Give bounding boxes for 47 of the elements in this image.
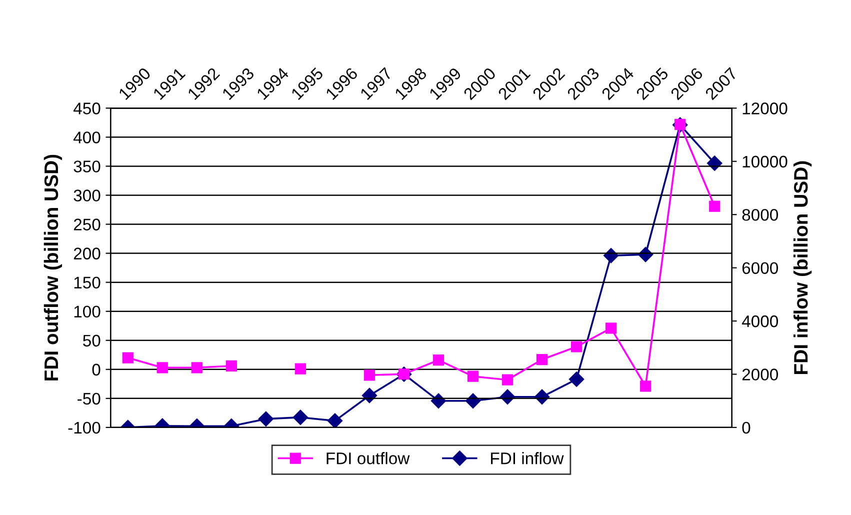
point — [292, 410, 308, 425]
point — [432, 354, 444, 366]
y-tick-label: 150 — [74, 276, 100, 289]
y2-tick-label: 0 — [742, 422, 750, 434]
y-tick-label: 200 — [74, 248, 100, 260]
point — [465, 393, 481, 408]
y2-tick-label: 6000 — [742, 262, 778, 274]
y2-tick-label: 2000 — [742, 368, 778, 380]
y-tick-label: 50 — [83, 334, 100, 347]
y-tick-label: 450 — [73, 102, 100, 114]
y-tick-label: 400 — [73, 132, 100, 144]
point — [294, 363, 306, 374]
point — [570, 341, 582, 352]
y-tick-label: 350 — [74, 160, 100, 172]
point — [362, 388, 378, 404]
point — [707, 156, 722, 171]
point — [226, 360, 237, 372]
point — [364, 370, 376, 381]
y2-tick-label: 4000 — [742, 315, 778, 328]
y2-tick-label: 12000 — [742, 102, 788, 114]
point — [500, 389, 516, 404]
y-axis-title: FDI outflow (billion USD) — [44, 154, 62, 380]
point — [606, 322, 617, 334]
point — [534, 389, 550, 404]
point — [536, 354, 548, 366]
point — [122, 352, 134, 364]
y-tick-label: 0 — [92, 364, 100, 376]
point — [709, 200, 720, 212]
point — [568, 372, 584, 387]
y2-tick-label: 8000 — [742, 208, 778, 221]
point — [640, 380, 652, 392]
legend-label: FDI inflow — [491, 452, 564, 464]
point — [327, 413, 343, 428]
legend-label: FDI outflow — [326, 452, 410, 464]
point — [156, 362, 168, 374]
point — [467, 370, 479, 382]
point — [258, 411, 274, 427]
y-tick-label: 250 — [74, 218, 100, 230]
point — [430, 393, 446, 408]
y-tick-label: 300 — [74, 190, 100, 202]
y2-axis-title: FDI inflow (billion USD) — [793, 161, 812, 374]
y-tick-label: 100 — [74, 306, 100, 318]
point — [191, 362, 202, 374]
y-tick-label: -50 — [78, 392, 100, 405]
y2-tick-label: 10000 — [742, 156, 788, 168]
y-tick-label: -100 — [68, 422, 100, 434]
point — [502, 374, 514, 386]
